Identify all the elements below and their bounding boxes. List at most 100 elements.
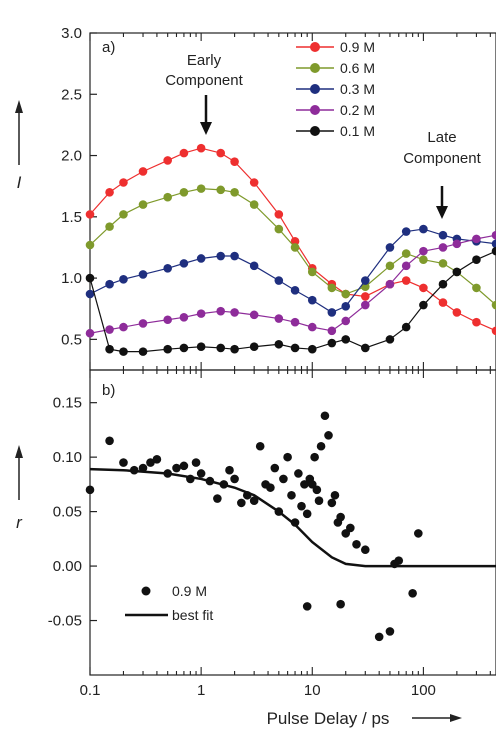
data-point: [196, 342, 206, 352]
data-point: [230, 188, 239, 197]
data-point: [341, 301, 351, 311]
data-point: [138, 319, 148, 328]
data-point: [196, 184, 206, 193]
data-point: [307, 267, 317, 277]
data-point: [179, 148, 189, 158]
data-point: [119, 458, 128, 467]
data-point: [300, 480, 309, 489]
data-point: [374, 632, 384, 642]
data-point: [85, 273, 95, 283]
series-line: [89, 250, 496, 353]
panel-b-frame: [89, 369, 496, 676]
data-point: [352, 539, 361, 549]
data-point: [360, 300, 370, 310]
legend-label: 0.2 M: [340, 102, 375, 118]
data-point: [414, 529, 423, 538]
data-point: [274, 314, 284, 323]
data-point: [216, 343, 226, 353]
data-point: [270, 463, 280, 473]
data-point: [307, 344, 317, 354]
data-point: [230, 157, 239, 166]
legend-b-label-fit: best fit: [172, 607, 213, 623]
data-point: [179, 343, 189, 353]
legend-label: 0.1 M: [340, 123, 375, 139]
data-point: [196, 254, 206, 263]
data-point: [274, 224, 284, 234]
data-point: [85, 485, 95, 495]
data-point: [249, 200, 259, 209]
svg-text:r: r: [16, 513, 23, 532]
data-point: [327, 326, 337, 336]
data-point: [401, 322, 411, 332]
data-point: [105, 188, 114, 197]
data-point: [419, 255, 428, 265]
data-point: [274, 339, 284, 349]
data-point: [196, 309, 206, 318]
data-point: [105, 325, 114, 334]
legend-label: 0.3 M: [340, 81, 375, 97]
data-point: [138, 463, 148, 473]
data-point: [249, 178, 259, 187]
y-tick-label: 3.0: [61, 25, 82, 42]
data-point: [472, 317, 481, 327]
legend-marker: [310, 42, 320, 52]
data-point: [297, 501, 306, 511]
data-point: [491, 246, 496, 256]
data-point: [255, 441, 265, 451]
y-tick-label: -0.05: [48, 613, 82, 630]
data-point: [401, 249, 411, 258]
data-point: [385, 335, 395, 344]
data-point: [230, 251, 239, 261]
data-point: [472, 255, 481, 265]
data-point: [290, 343, 300, 353]
data-point: [213, 494, 222, 503]
data-point: [327, 308, 337, 317]
data-point: [419, 300, 428, 310]
y-tick-label: 1.5: [61, 209, 82, 226]
data-point: [401, 276, 411, 285]
panel-a-axes: 0.5 1.0 1.5 2.0 2.5 3.0: [61, 25, 491, 370]
data-point: [290, 237, 300, 246]
data-point: [472, 234, 481, 244]
data-point: [119, 178, 128, 187]
data-point: [119, 275, 128, 284]
data-point: [230, 308, 239, 317]
data-point: [341, 316, 351, 326]
data-point: [225, 465, 234, 475]
data-point: [290, 286, 300, 295]
data-point: [85, 328, 95, 338]
data-point: [419, 224, 428, 234]
data-point: [290, 518, 300, 527]
data-point: [385, 627, 395, 636]
data-point: [336, 512, 345, 522]
data-point: [302, 509, 312, 519]
data-point: [266, 483, 275, 492]
y-tick-label: 0.5: [61, 331, 82, 348]
data-point: [360, 282, 370, 291]
annotation-late-line2: Component: [403, 150, 481, 167]
data-point: [320, 411, 330, 421]
data-point: [119, 322, 128, 332]
data-point: [360, 276, 370, 285]
data-point: [336, 599, 345, 609]
data-point: [385, 279, 395, 289]
data-point: [172, 463, 181, 473]
data-point: [196, 143, 206, 153]
data-point: [163, 344, 172, 354]
data-point: [491, 230, 496, 240]
x-tick-label: 1: [197, 682, 205, 699]
data-point: [85, 240, 95, 250]
data-point: [163, 263, 172, 273]
data-point: [119, 210, 128, 219]
data-point: [314, 496, 324, 506]
y-tick-label: 2.0: [61, 148, 82, 165]
data-point: [191, 458, 201, 467]
data-point: [491, 300, 496, 310]
data-point: [316, 441, 326, 451]
panel-a-legend: 0.9 M 0.6 M 0.3 M 0.2 M 0.1 M: [296, 39, 375, 139]
y-tick-label: 2.5: [61, 86, 82, 103]
data-point: [341, 335, 351, 344]
data-point: [249, 496, 259, 506]
data-point: [310, 452, 319, 462]
data-point: [138, 347, 148, 356]
